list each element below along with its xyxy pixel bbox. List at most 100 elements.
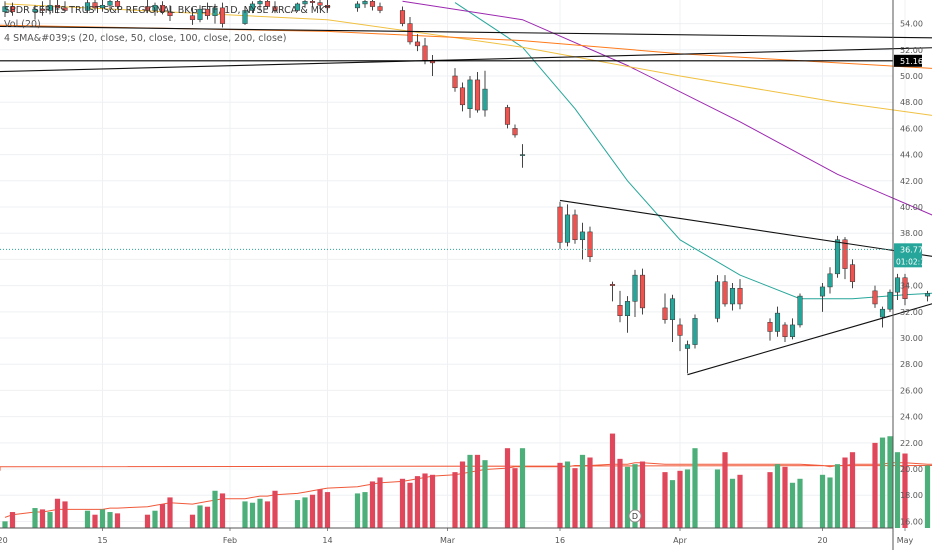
y-tick-label: 46.00 [900,124,923,133]
x-tick-label: Apr [673,536,688,545]
candle-body [640,275,645,308]
chart-legend: SPDR SERIES TRUST S&P REGIONAL BKG ETF, … [4,4,330,46]
volume-bar [257,499,262,528]
candle [685,341,690,374]
candle [580,223,585,260]
y-tick-label: 40.00 [900,203,923,212]
volume-bar [242,501,247,528]
volume-bar [520,448,525,528]
candle [723,275,728,306]
volume-bar [32,508,37,528]
candle-body [610,284,615,285]
volume-legend: Vol (20) [4,18,330,32]
volume-bar [2,521,7,528]
candle-body [565,215,570,243]
trend-line [560,200,932,272]
volume-bar [880,438,885,528]
candle-body [715,282,720,319]
candle-body [925,293,930,296]
volume-bar [572,468,577,528]
candle [460,83,465,112]
volume-bar [617,459,622,528]
volume-bar [250,503,255,528]
candle [798,293,803,327]
y-tick-label: 22.00 [900,439,923,448]
candle-body [738,288,743,304]
candle [408,17,413,45]
volume-bar [265,501,270,528]
candle [400,7,405,27]
volume-bar [377,477,382,528]
candle-body [363,1,368,4]
volume-bar [92,515,97,528]
grid [0,0,932,528]
candles [3,0,932,373]
volume-bar [662,472,667,528]
volume-bar [295,500,300,528]
volume-bar [790,483,795,528]
volume-bar [827,477,832,528]
candle [468,76,473,118]
volume-bar [730,479,735,528]
volume-bar [302,497,307,528]
candle [850,259,855,288]
volume-bar [362,492,367,528]
volume-bar [467,455,472,528]
y-tick-label: 26.00 [900,386,923,395]
x-tick-label: 14 [322,536,332,545]
volume-bar [430,475,435,528]
volume-bar [62,501,67,528]
candle-body [693,318,698,344]
volume-bar [557,463,562,528]
x-tick-label: 15 [97,536,107,545]
y-tick-label: 34.00 [900,282,923,291]
volume-bar [580,455,585,528]
candle-body [730,288,735,304]
volume-bar [310,495,315,528]
candle-body [828,274,833,287]
candle-body [408,24,413,42]
y-tick-label: 32.00 [900,308,923,317]
volume-bar [925,465,930,528]
candle-body [460,88,465,105]
volume-bar [190,515,195,528]
countdown-label: 01:02:19 [896,257,930,266]
x-tick-label: 20 [817,536,827,545]
x-tick-label: Feb [223,536,237,545]
candle [618,291,623,322]
volume-bar [670,480,675,528]
volume-bar [452,472,457,528]
candle-body [378,7,383,11]
volume-bar [205,507,210,528]
candle [588,227,593,262]
candle [790,318,795,339]
candle [378,3,383,13]
candle-body [580,232,585,240]
volume-bar [220,493,225,528]
volume-bar [482,460,487,528]
volume-bar [115,513,120,528]
chart-title: SPDR SERIES TRUST S&P REGIONAL BKG ETF, … [4,4,330,18]
volume-bar [565,462,570,529]
candle-body [783,325,788,337]
volume-bar [737,475,742,528]
volume-bar [587,458,592,528]
candle [565,204,570,246]
level-price-label: 51.16 [900,57,923,66]
candle-body [670,299,675,320]
volume-bars [2,434,932,528]
candle-body [685,345,690,349]
candle [828,267,833,293]
candle [513,124,518,137]
volume-bar [197,505,202,528]
volume-bar [160,504,165,528]
x-tick-label: 16 [555,536,565,545]
candle [453,68,458,92]
volume-bar [317,489,322,528]
volume-bar [505,448,510,528]
volume-bar [325,492,330,528]
volume-bar [422,473,427,528]
y-tick-label: 50.00 [900,72,923,81]
candle-body [678,325,683,335]
